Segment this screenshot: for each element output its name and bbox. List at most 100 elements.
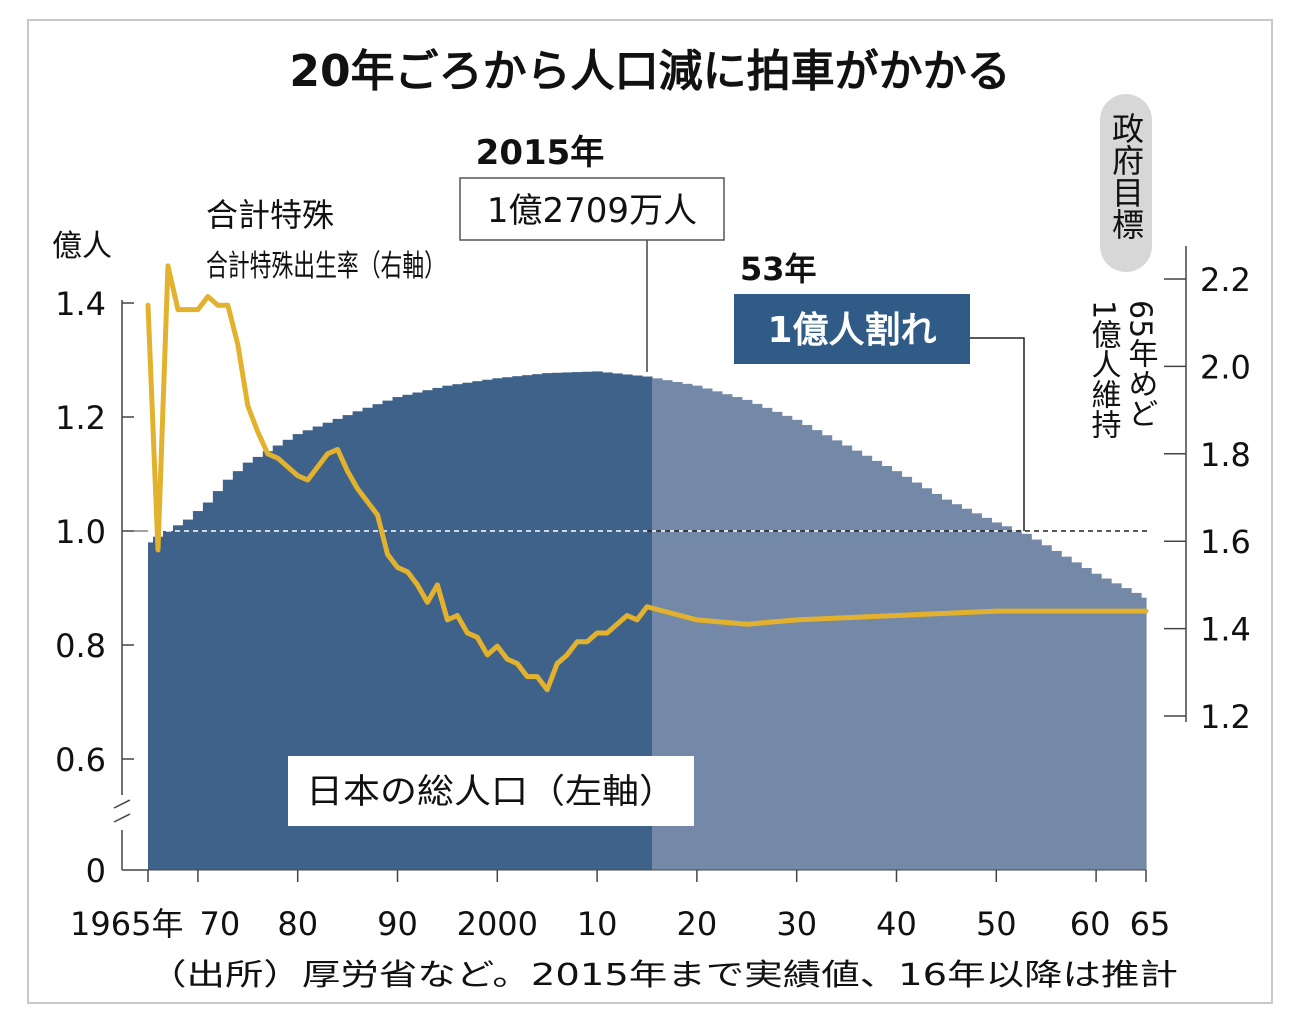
population-bar (512, 376, 523, 870)
labels-group: 20年ごろから人口減に拍車がかかる 億人 合計特殊 合計特殊出生率（右軸） 20… (52, 46, 1178, 993)
population-bar (322, 422, 334, 870)
right-axis-tick-label: 1.4 (1200, 611, 1251, 649)
population-bar (1041, 545, 1052, 870)
population-bar (1001, 526, 1012, 870)
population-bar (671, 382, 683, 870)
population-bar (242, 462, 254, 870)
population-bar (851, 450, 863, 870)
population-bar (272, 445, 284, 870)
population-bar (422, 390, 434, 870)
x-axis-tick-label: 40 (876, 905, 917, 943)
population-bar (372, 404, 384, 870)
population-bar (661, 380, 673, 870)
population-bar (831, 440, 843, 870)
population-bar (392, 397, 404, 870)
population-bar (701, 388, 713, 870)
population-bar (482, 379, 493, 870)
x-axis-tick-label: 65 (1130, 905, 1171, 943)
population-bar (991, 522, 1002, 870)
population-bar (1131, 592, 1142, 870)
x-axis-tick-label: 50 (976, 905, 1017, 943)
population-bar (222, 479, 234, 870)
population-bar (532, 374, 543, 870)
population-bar (741, 399, 753, 870)
right-axis-tick-label: 1.8 (1200, 436, 1251, 474)
population-bar (212, 491, 224, 870)
population-bar (1101, 578, 1112, 870)
target-text-col2: 65年めど (1123, 300, 1158, 428)
below-100m-box (734, 294, 970, 364)
govt-target-badge (1100, 94, 1152, 272)
population-bar (891, 471, 903, 870)
x-axis-tick-label: 60 (1070, 905, 1111, 943)
population-bar (522, 375, 533, 870)
source-note: （出所）厚労省など。2015年まで実績値、16年以降は推計 (148, 958, 1178, 993)
population-bar (172, 525, 184, 870)
population-bar (492, 378, 503, 870)
population-bar (148, 542, 154, 870)
fertility-rate-line (145, 263, 1149, 693)
pop-2015-label: 1億2709万人 (487, 191, 697, 231)
population-bar (1031, 539, 1042, 870)
left-axis-tick-label: 0.8 (55, 627, 106, 665)
population-bar (961, 508, 972, 870)
population-bar (332, 418, 344, 870)
population-bar (1061, 556, 1072, 870)
population-bar (352, 411, 364, 870)
year-2015-label: 2015年 (476, 133, 605, 173)
population-bar (821, 435, 833, 870)
population-bar (771, 411, 783, 870)
year-53-label: 53年 (740, 250, 817, 288)
population-bar (1111, 583, 1122, 870)
population-bar (432, 387, 444, 870)
population-bar (252, 456, 264, 870)
population-bar (911, 482, 923, 870)
population-bar (981, 517, 992, 870)
population-bar (1071, 562, 1082, 870)
population-bar (801, 424, 813, 870)
population-bar (312, 426, 324, 870)
axes-group: 0.6 0.8 1.0 1.2 1.4 0 1.2 1.4 1.6 1.8 2.0 2.2 1965年 7… (55, 240, 1251, 943)
population-bar (202, 502, 214, 870)
left-axis-tick-label: 1.4 (55, 285, 106, 323)
fertility-series-name: 合計特殊出生率（右軸） (206, 249, 446, 284)
population-bar (502, 377, 513, 870)
population-bar (1051, 550, 1062, 870)
left-axis-tick-label: 0.6 (55, 741, 106, 779)
population-bar (731, 397, 743, 870)
left-axis-unit: 億人 (52, 229, 112, 264)
below-100m-label: 1億人割れ (767, 310, 936, 351)
population-bar (1021, 533, 1032, 870)
x-axis-tick-label: 10 (577, 905, 618, 943)
left-axis-tick-label: 1.2 (55, 399, 106, 437)
population-bar (811, 430, 823, 870)
population-bar (462, 382, 473, 870)
population-bar (262, 451, 274, 870)
population-bar (871, 460, 883, 870)
population-bar (721, 394, 733, 870)
population-bar (941, 499, 952, 870)
population-bar (572, 372, 583, 870)
population-bar (642, 376, 653, 870)
population-bar (562, 372, 573, 870)
population-label-box (288, 756, 694, 826)
population-bar (182, 519, 194, 870)
x-axis-start-label: 1965年 (70, 905, 183, 943)
population-bar (901, 476, 913, 870)
population-bar (1121, 588, 1132, 870)
right-axis-tick-label: 1.6 (1200, 523, 1251, 561)
fertility-line-group (145, 263, 1149, 693)
population-bar (691, 385, 703, 870)
population-bar (681, 383, 693, 870)
population-area-group (148, 371, 1147, 870)
right-axis-tick-label: 2.0 (1200, 348, 1251, 386)
population-series-name: 日本の総人口（左軸） (306, 772, 676, 812)
population-bar (402, 394, 414, 870)
population-bar (232, 471, 244, 870)
population-bar (162, 531, 174, 870)
population-bar (1091, 573, 1102, 870)
left-axis-tick-label: 0 (86, 852, 106, 890)
population-bar (452, 384, 463, 870)
population-bar (302, 430, 314, 870)
